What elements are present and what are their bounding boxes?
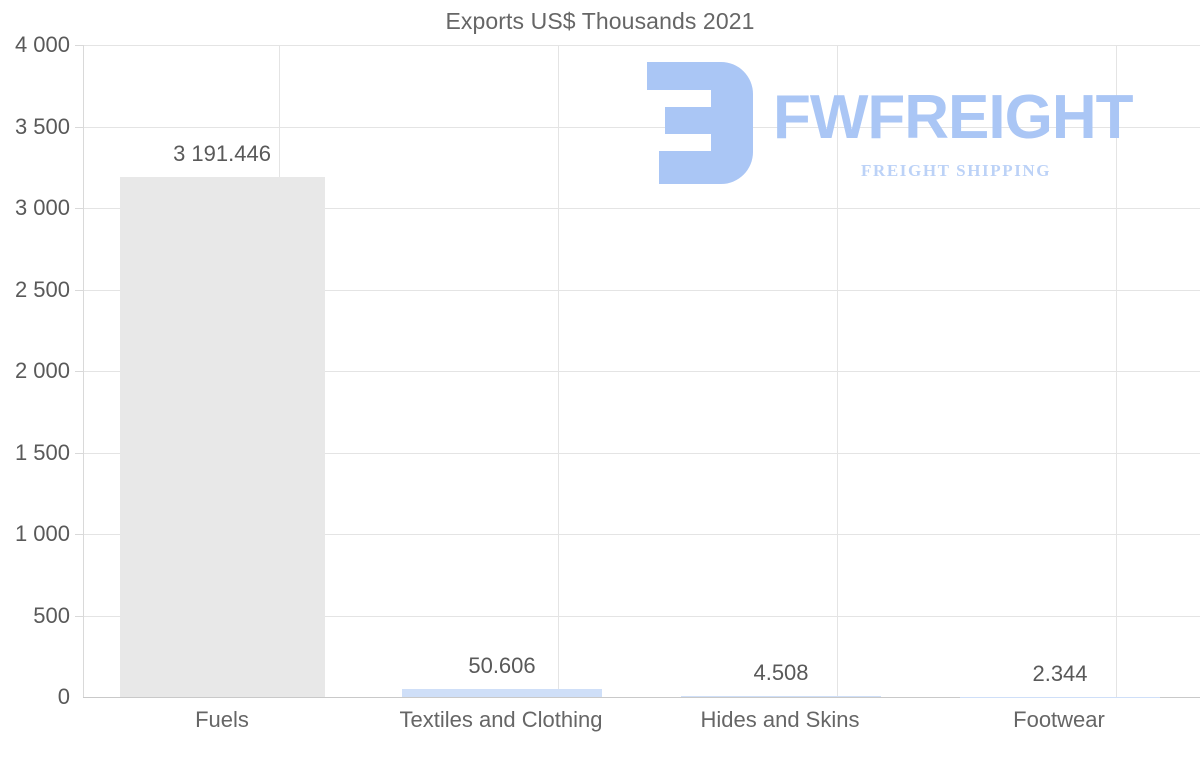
bar-value-label: 50.606: [468, 652, 536, 678]
gridline-category-separator: [1116, 45, 1117, 697]
x-axis-label-textiles-and-clothing: Textiles and Clothing: [399, 707, 603, 732]
bar-fuels[interactable]: [120, 176, 325, 697]
gridline-horizontal: [75, 452, 1200, 454]
chart-title: Exports US$ Thousands 2021: [445, 8, 755, 34]
plot-area: 3 191.446 50.606 4.508 2.344: [75, 45, 1200, 698]
x-axis-label-footwear: Footwear: [1013, 707, 1105, 732]
y-axis-tick-label: 0: [57, 684, 70, 709]
y-axis-tick-label: 500: [33, 602, 70, 628]
gridline-horizontal: [75, 289, 1200, 291]
x-axis-label-hides-and-skins: Hides and Skins: [700, 707, 860, 732]
x-axis-label-fuels: Fuels: [195, 707, 249, 732]
gridline-horizontal: [75, 45, 1200, 46]
gridline-horizontal: [75, 126, 1200, 128]
gridline-horizontal: [75, 208, 1200, 209]
bar-value-label: 2.344: [1032, 660, 1088, 686]
y-axis-tick-label: 4 000: [14, 32, 70, 57]
gridline-horizontal: [75, 371, 1200, 372]
y-axis-tick-label: 1 000: [14, 521, 70, 546]
bar-value-label: 4.508: [753, 660, 809, 686]
gridline-category-separator: [837, 45, 838, 697]
y-axis-tick-label: 2 000: [14, 358, 70, 383]
bar-hides-and-skins[interactable]: [681, 696, 881, 697]
gridline-horizontal: [75, 534, 1200, 535]
gridline-category-separator: [558, 45, 559, 697]
x-axis-line: [83, 697, 1200, 698]
bar-textiles-and-clothing[interactable]: [402, 688, 602, 697]
y-axis-tick-label: 3 500: [14, 113, 70, 139]
y-axis-tick-label: 3 000: [14, 195, 70, 220]
bar-value-label: 3 191.446: [173, 140, 271, 166]
y-axis-line: [83, 45, 84, 697]
gridline-horizontal: [75, 615, 1200, 617]
y-axis-tick-label: 2 500: [14, 276, 70, 302]
y-axis-tick-label: 1 500: [14, 439, 70, 465]
